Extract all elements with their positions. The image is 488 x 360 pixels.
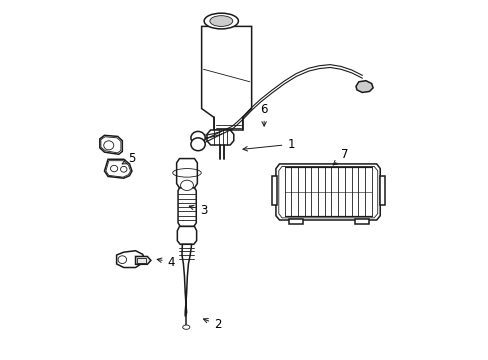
Ellipse shape bbox=[180, 180, 193, 190]
Polygon shape bbox=[355, 81, 372, 93]
Polygon shape bbox=[379, 176, 384, 205]
Polygon shape bbox=[100, 135, 122, 154]
Text: 7: 7 bbox=[332, 148, 348, 165]
Polygon shape bbox=[178, 188, 196, 226]
Polygon shape bbox=[182, 244, 191, 316]
Ellipse shape bbox=[183, 325, 189, 329]
Ellipse shape bbox=[203, 13, 238, 29]
Ellipse shape bbox=[190, 138, 205, 151]
Text: 5: 5 bbox=[122, 152, 136, 165]
Ellipse shape bbox=[190, 131, 205, 144]
Polygon shape bbox=[176, 158, 197, 188]
Polygon shape bbox=[201, 26, 251, 130]
Text: 3: 3 bbox=[189, 204, 207, 217]
Polygon shape bbox=[104, 159, 132, 178]
Text: 1: 1 bbox=[243, 138, 294, 151]
Ellipse shape bbox=[209, 16, 232, 26]
Polygon shape bbox=[177, 226, 196, 244]
Polygon shape bbox=[206, 130, 233, 145]
Polygon shape bbox=[116, 251, 144, 267]
Text: 2: 2 bbox=[203, 318, 221, 331]
Polygon shape bbox=[135, 256, 151, 264]
Text: 6: 6 bbox=[260, 103, 267, 126]
Polygon shape bbox=[288, 219, 303, 224]
Polygon shape bbox=[354, 219, 368, 224]
Text: 4: 4 bbox=[157, 256, 175, 269]
Ellipse shape bbox=[118, 256, 126, 264]
Ellipse shape bbox=[121, 166, 127, 172]
Ellipse shape bbox=[110, 165, 118, 172]
Polygon shape bbox=[275, 164, 380, 220]
Polygon shape bbox=[272, 176, 276, 205]
Ellipse shape bbox=[103, 141, 114, 150]
